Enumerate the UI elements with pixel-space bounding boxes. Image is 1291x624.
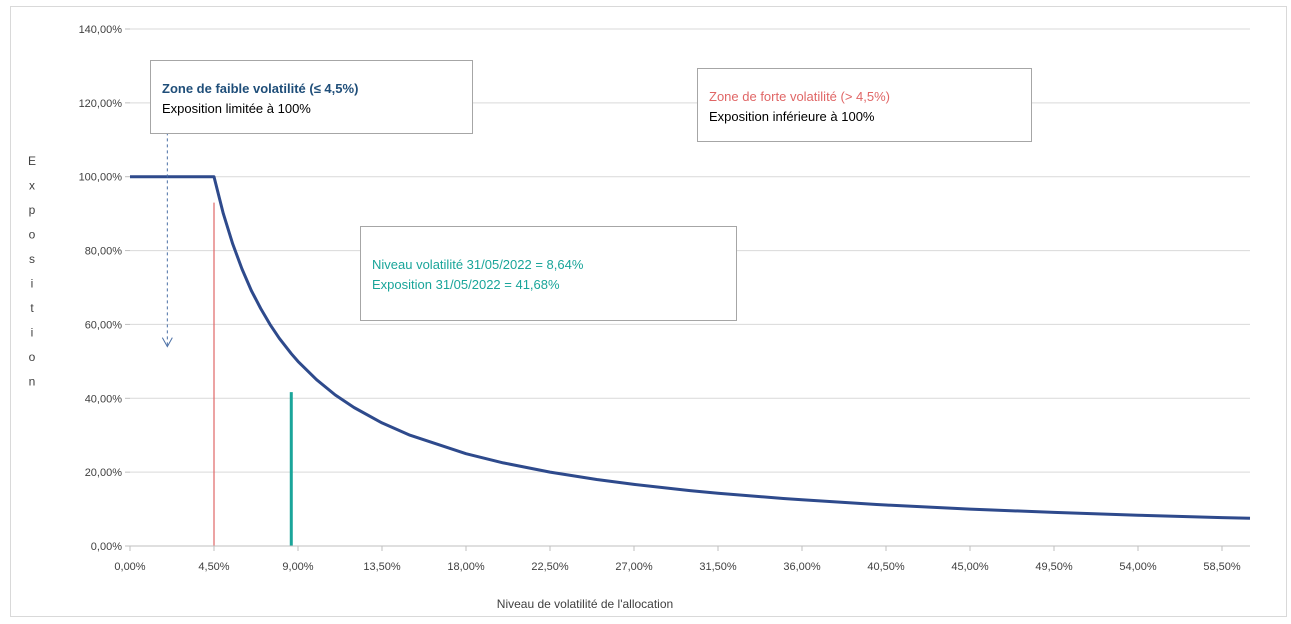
y-axis-title-letter: o bbox=[29, 350, 36, 364]
annotation-subtitle: Exposition 31/05/2022 = 41,68% bbox=[372, 277, 560, 292]
annotation-title: Niveau volatilité 31/05/2022 = 8,64% bbox=[372, 257, 584, 272]
x-tick-label: 0,00% bbox=[114, 561, 145, 573]
annotation-low: Zone de faible volatilité (≤ 4,5%) Exposi… bbox=[150, 60, 473, 134]
axes: 0,00% 20,00% 40,00% 60,00% 80,00% 100,00% 120,… bbox=[28, 24, 1250, 611]
annotation-high: Zone de forte volatilité (> 4,5%) Exposit… bbox=[697, 68, 1032, 142]
annotation-box bbox=[360, 226, 737, 321]
vertical-markers bbox=[213, 202, 293, 546]
y-tick-label: 20,00% bbox=[85, 467, 123, 479]
y-tick-label: 140,00% bbox=[79, 24, 123, 36]
y-axis-title-letter: n bbox=[29, 375, 36, 389]
gridlines bbox=[130, 28, 1250, 473]
annotation-current: Niveau volatilité 31/05/2022 = 8,64% Expo… bbox=[360, 226, 737, 321]
y-axis-title-letter: o bbox=[29, 228, 36, 242]
y-tick-label: 0,00% bbox=[91, 541, 122, 553]
annotation-title: Zone de forte volatilité (> 4,5%) bbox=[709, 89, 890, 104]
x-tick-label: 22,50% bbox=[531, 561, 569, 573]
x-tick-label: 40,50% bbox=[867, 561, 905, 573]
y-axis-title-letter: x bbox=[29, 179, 35, 193]
x-tick-label: 54,00% bbox=[1119, 561, 1157, 573]
y-axis-title-letter: E bbox=[28, 154, 36, 168]
y-tick-label: 120,00% bbox=[79, 98, 123, 110]
x-tick-label: 13,50% bbox=[363, 561, 401, 573]
annotations: Zone de faible volatilité (≤ 4,5%) Exposi… bbox=[150, 60, 1032, 321]
x-axis-title: Niveau de volatilité de l'allocation bbox=[497, 597, 673, 611]
x-tick-label: 49,50% bbox=[1035, 561, 1073, 573]
series-layer bbox=[130, 175, 1251, 520]
y-tick-label: 80,00% bbox=[85, 246, 123, 258]
x-tick-label: 58,50% bbox=[1203, 561, 1241, 573]
annotation-subtitle: Exposition inférieure à 100% bbox=[709, 109, 875, 124]
x-tick-label: 18,00% bbox=[447, 561, 485, 573]
arrow-layer bbox=[161, 132, 173, 348]
x-tick-label: 45,00% bbox=[951, 561, 989, 573]
exposure-curve bbox=[130, 175, 1251, 520]
y-tick-label: 60,00% bbox=[85, 319, 123, 331]
low-zone-arrow-head bbox=[161, 337, 173, 348]
y-axis-title-letter: p bbox=[29, 203, 36, 217]
y-tick-label: 100,00% bbox=[79, 172, 123, 184]
x-tick-label: 27,00% bbox=[615, 561, 653, 573]
annotation-subtitle: Exposition limitée à 100% bbox=[162, 101, 311, 116]
annotation-box bbox=[150, 60, 473, 134]
x-tick-label: 4,50% bbox=[198, 561, 229, 573]
y-axis-title-letter: i bbox=[31, 277, 34, 291]
y-axis-title-letter: s bbox=[29, 252, 35, 266]
y-axis-title-letter: i bbox=[31, 326, 34, 340]
x-tick-label: 9,00% bbox=[282, 561, 313, 573]
x-tick-label: 31,50% bbox=[699, 561, 737, 573]
x-tick-label: 36,00% bbox=[783, 561, 821, 573]
y-axis-title-letter: t bbox=[30, 301, 34, 315]
annotation-title: Zone de faible volatilité (≤ 4,5%) bbox=[162, 81, 358, 96]
y-tick-label: 40,00% bbox=[85, 393, 123, 405]
annotation-box bbox=[697, 68, 1032, 142]
